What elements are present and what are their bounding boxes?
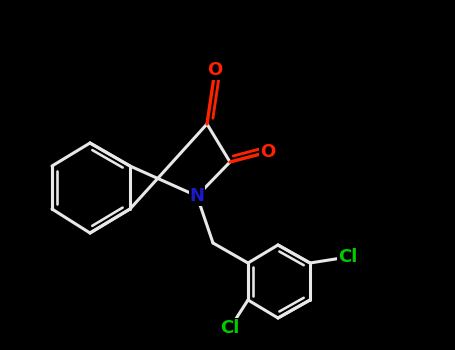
Text: Cl: Cl xyxy=(339,248,358,266)
Text: Cl: Cl xyxy=(220,319,240,337)
Text: N: N xyxy=(189,187,204,205)
Text: O: O xyxy=(207,61,222,79)
Text: O: O xyxy=(260,143,276,161)
